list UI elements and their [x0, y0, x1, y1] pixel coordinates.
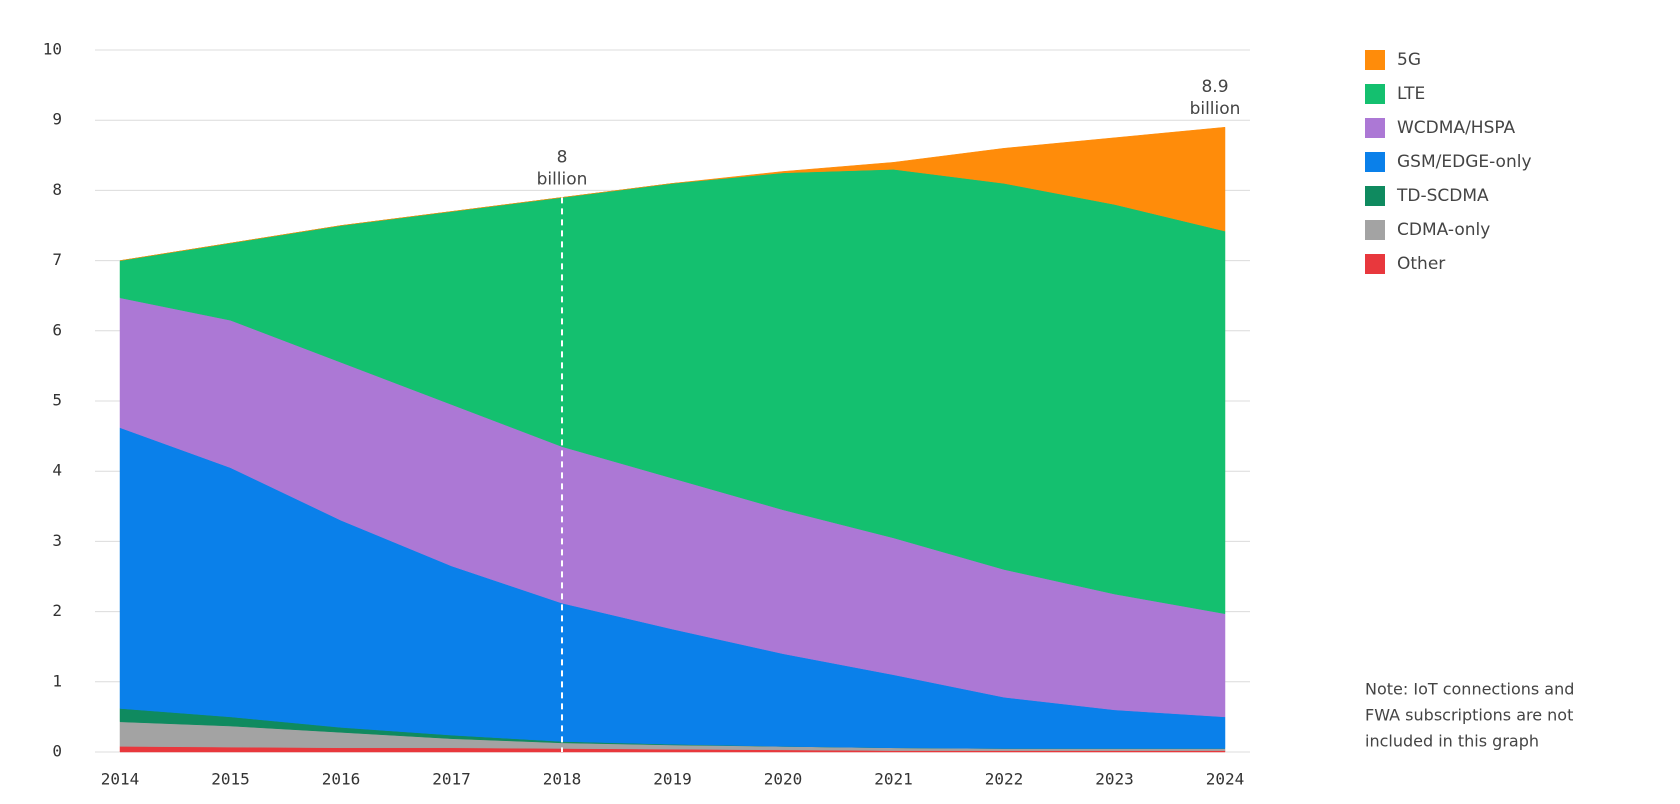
legend-label: Other [1397, 254, 1445, 274]
annotation-text: billion [537, 169, 588, 189]
x-tick-label: 2017 [432, 770, 471, 789]
legend-swatch [1365, 50, 1385, 70]
x-tick-label: 2019 [653, 770, 692, 789]
legend-label: 5G [1397, 50, 1421, 70]
legend-label: LTE [1397, 84, 1425, 104]
y-tick-label: 9 [52, 110, 62, 129]
legend-label: TD-SCDMA [1396, 186, 1489, 206]
legend-swatch [1365, 254, 1385, 274]
area [119, 126, 1226, 261]
y-tick-label: 3 [52, 531, 62, 550]
x-tick-label: 2021 [874, 770, 913, 789]
legend-swatch [1365, 220, 1385, 240]
y-tick-label: 1 [52, 671, 62, 690]
y-tick-label: 7 [52, 250, 62, 269]
x-tick-label: 2016 [322, 770, 361, 789]
legend-label: WCDMA/HSPA [1397, 118, 1516, 138]
annotation-text: billion [1190, 99, 1241, 119]
note-text: included in this graph [1365, 732, 1539, 751]
y-tick-label: 5 [52, 391, 62, 410]
x-tick-label: 2022 [985, 770, 1024, 789]
y-tick-label: 6 [52, 320, 62, 339]
y-tick-label: 8 [52, 180, 62, 199]
legend-swatch [1365, 186, 1385, 206]
x-tick-label: 2015 [211, 770, 250, 789]
y-tick-label: 4 [52, 461, 62, 480]
legend-swatch [1365, 152, 1385, 172]
y-tick-label: 2 [52, 601, 62, 620]
x-tick-label: 2020 [764, 770, 803, 789]
annotation-text: 8.9 [1201, 77, 1228, 97]
y-tick-label: 10 [43, 40, 62, 59]
legend-swatch [1365, 118, 1385, 138]
x-tick-label: 2014 [101, 770, 140, 789]
y-tick-label: 0 [52, 742, 62, 761]
note-text: Note: IoT connections and [1365, 680, 1574, 699]
x-tick-label: 2023 [1095, 770, 1134, 789]
x-tick-label: 2018 [543, 770, 582, 789]
note-text: FWA subscriptions are not [1365, 706, 1573, 725]
legend-swatch [1365, 84, 1385, 104]
legend-label: CDMA-only [1397, 220, 1490, 240]
x-tick-label: 2024 [1206, 770, 1245, 789]
annotation-text: 8 [557, 147, 568, 167]
legend-label: GSM/EDGE-only [1397, 152, 1532, 172]
